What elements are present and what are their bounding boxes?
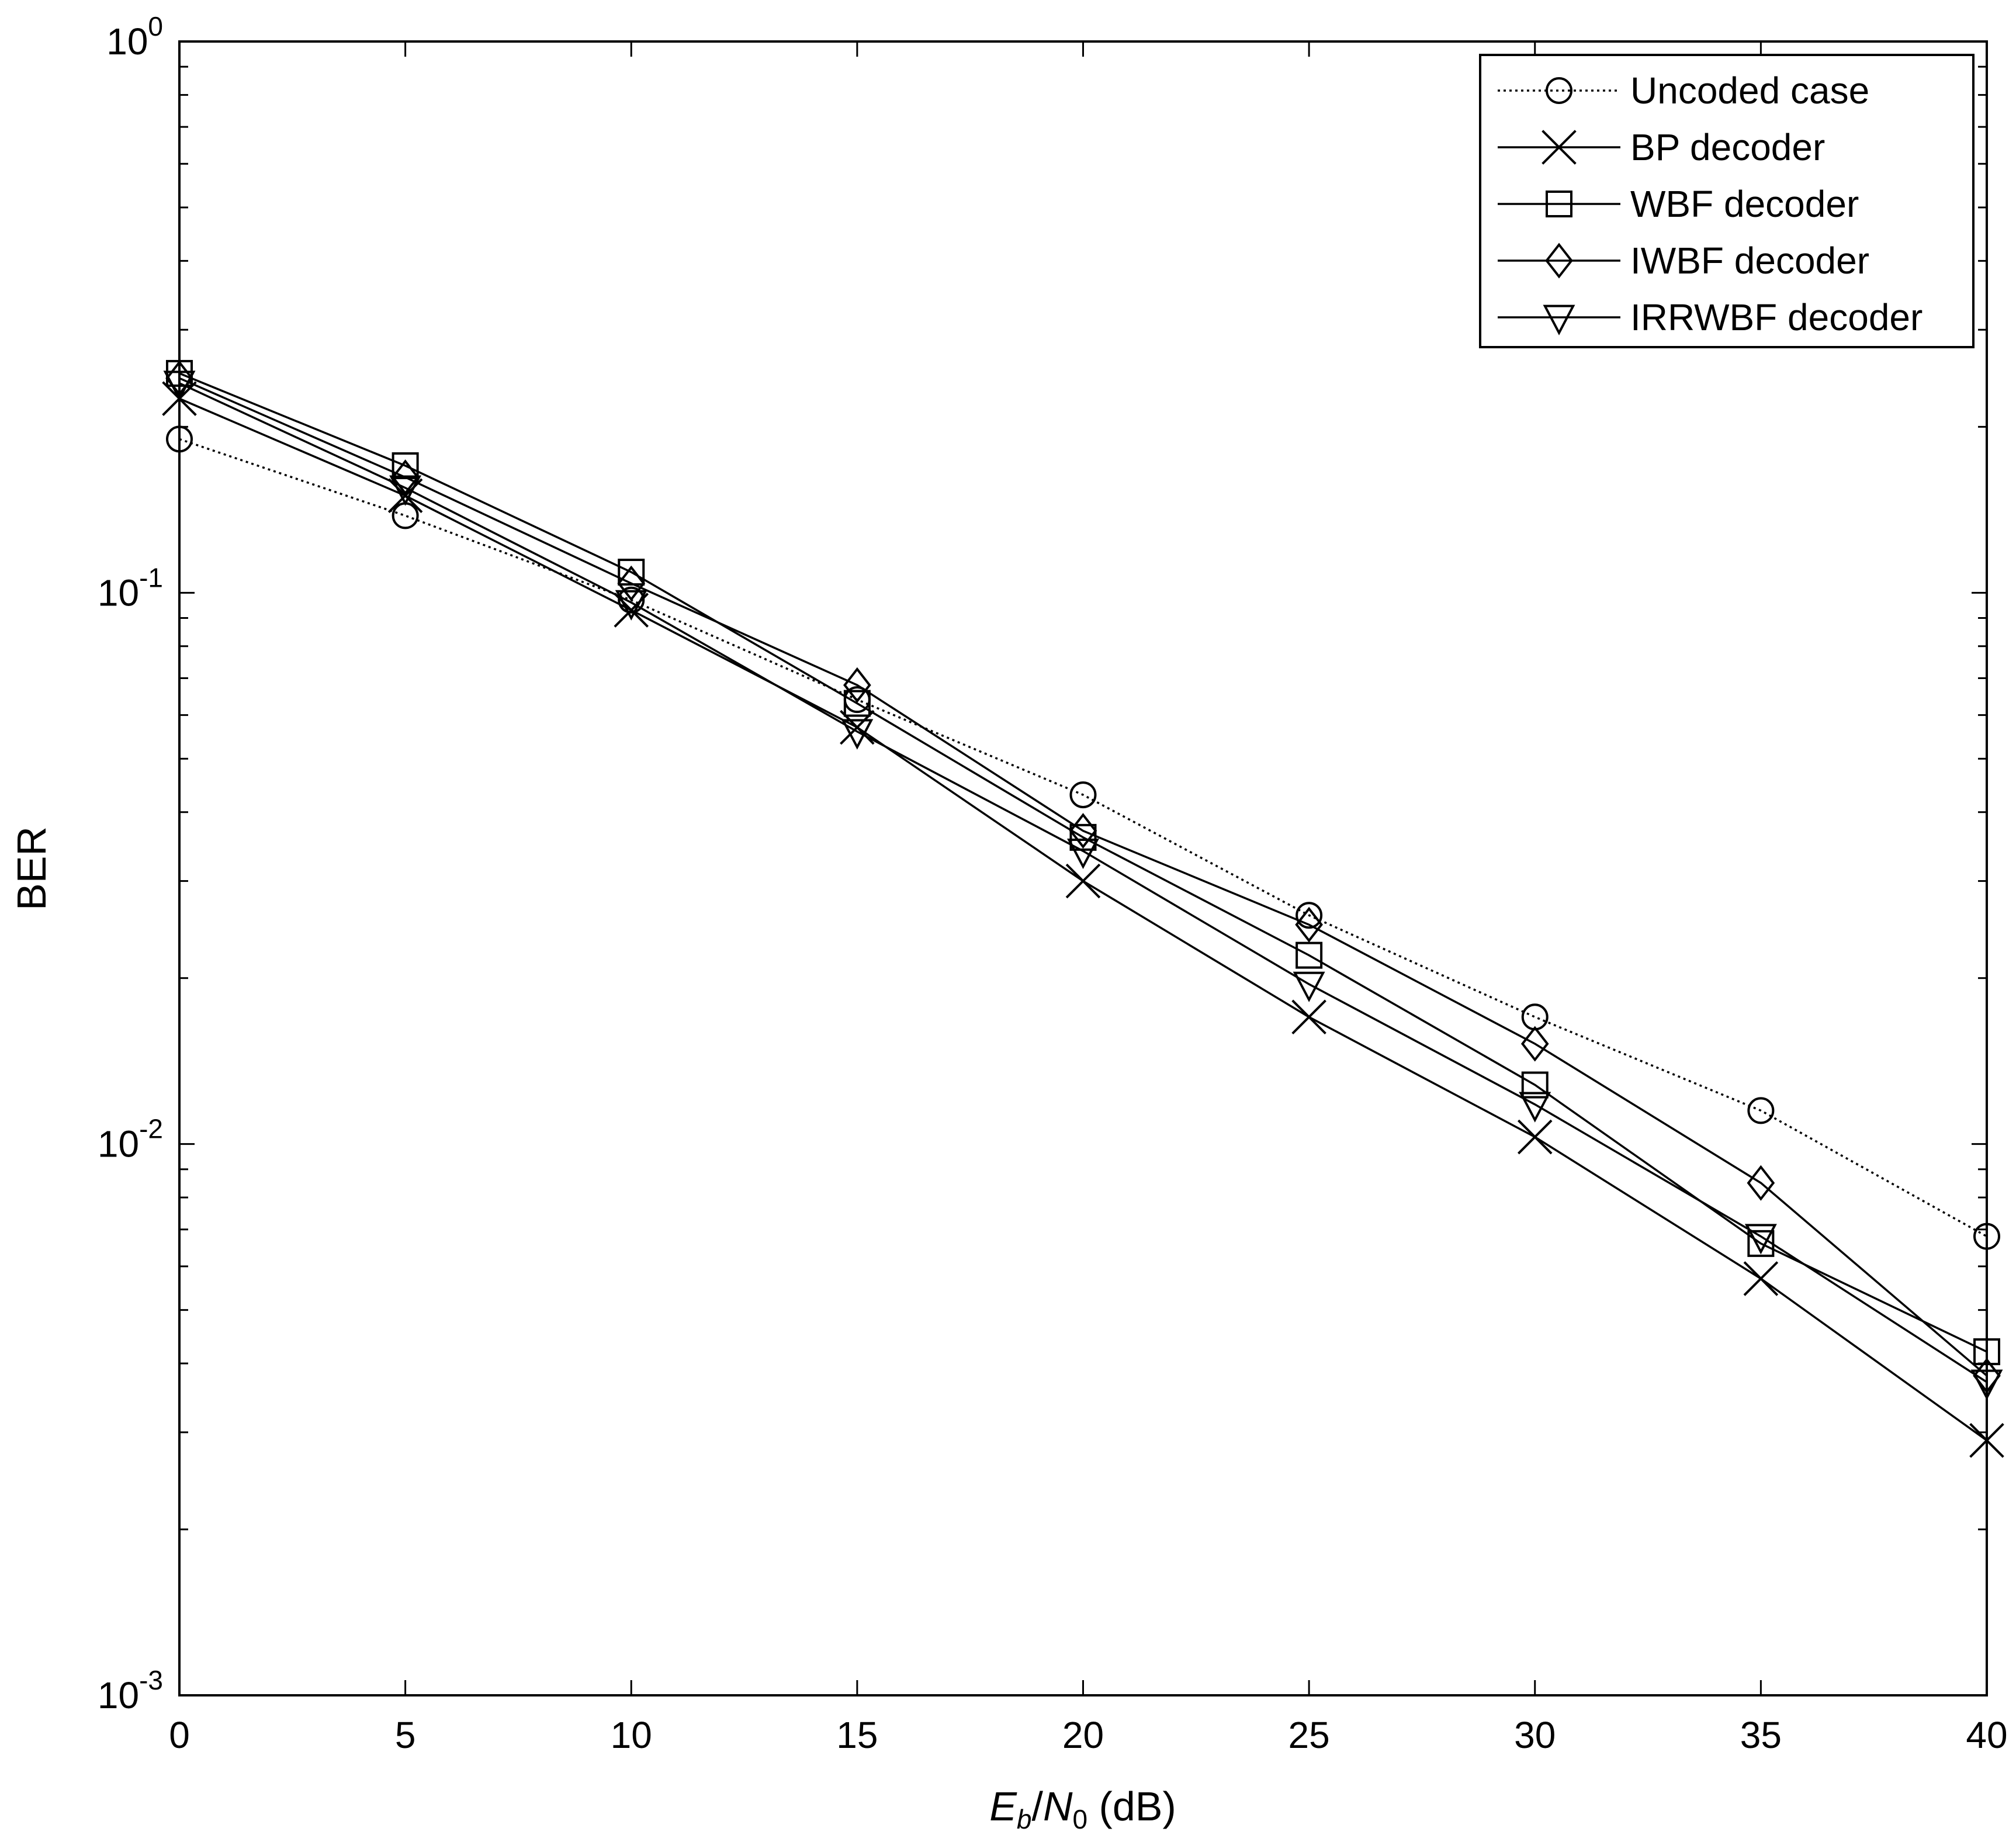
- legend-label: WBF decoder: [1630, 183, 1859, 225]
- data-point: [389, 475, 422, 506]
- data-point: [1065, 863, 1101, 899]
- data-point: [391, 459, 420, 496]
- data-point: [1069, 813, 1097, 849]
- x-axis-label-unit: (dB): [1087, 1784, 1176, 1829]
- data-point: [841, 719, 874, 750]
- data-point: [617, 565, 646, 601]
- data-point: [1291, 999, 1326, 1035]
- legend-box: [1479, 54, 1975, 348]
- legend-label: IRRWBF decoder: [1630, 296, 1923, 338]
- data-point: [1293, 971, 1325, 1002]
- x-tick-label: 35: [1740, 1714, 1782, 1756]
- data-point: [1069, 781, 1097, 809]
- legend-item: BP decoder: [1498, 126, 1825, 168]
- x-tick-label: 40: [1966, 1714, 2007, 1756]
- data-point: [1295, 941, 1323, 969]
- x-axis-label-var-n: N: [1043, 1784, 1073, 1829]
- x-axis-label-sub-0: 0: [1073, 1804, 1088, 1834]
- x-axis-label-var-e: E: [989, 1784, 1017, 1829]
- y-tick-label-base: 10: [98, 572, 139, 614]
- y-tick-label-base: 10: [98, 1674, 139, 1716]
- data-point: [1295, 906, 1323, 943]
- data-point: [163, 371, 196, 401]
- legend-item: IWBF decoder: [1498, 240, 1869, 282]
- data-point: [1747, 1097, 1775, 1124]
- legend-label: Uncoded case: [1630, 70, 1869, 112]
- y-tick-label-exponent: -2: [139, 1114, 163, 1144]
- data-point: [1973, 1338, 2000, 1366]
- y-tick-label-base: 10: [106, 20, 148, 63]
- series-line: [179, 438, 1987, 1238]
- legend-marker: [1546, 77, 1572, 104]
- legend-item: WBF decoder: [1498, 183, 1859, 225]
- y-tick-label-base: 10: [98, 1123, 139, 1165]
- data-point: [1517, 1119, 1553, 1155]
- y-tick-label: 10-2: [98, 1114, 163, 1165]
- data-point: [1743, 1261, 1779, 1296]
- legend-label: BP decoder: [1630, 126, 1825, 168]
- x-tick-label: 0: [169, 1714, 190, 1756]
- data-point: [843, 690, 871, 717]
- x-axis-label-slash: /: [1031, 1784, 1043, 1829]
- data-point: [1067, 838, 1099, 870]
- legend-label: IWBF decoder: [1630, 240, 1869, 282]
- x-tick-label: 5: [395, 1714, 416, 1756]
- x-axis-label-sub-b: b: [1017, 1804, 1032, 1834]
- data-point: [1521, 1071, 1549, 1099]
- y-tick-label: 10-1: [98, 562, 163, 614]
- data-point: [618, 586, 645, 614]
- x-axis-label: Eb/N0 (dB): [989, 1784, 1176, 1834]
- y-tick-label: 10-3: [98, 1665, 163, 1716]
- data-point: [1069, 823, 1097, 851]
- y-tick-label: 100: [106, 11, 163, 63]
- data-series: [162, 359, 2004, 1458]
- data-point: [1970, 1369, 2003, 1400]
- data-point: [1744, 1224, 1777, 1255]
- data-point: [166, 425, 193, 453]
- series-line: [179, 377, 1988, 1377]
- legend-marker: [1546, 191, 1572, 217]
- x-tick-label: 25: [1288, 1714, 1330, 1756]
- legend-item: IRRWBF decoder: [1498, 296, 1923, 338]
- series-line: [179, 372, 1987, 1353]
- data-point: [1519, 1092, 1551, 1123]
- legend-item: Uncoded case: [1498, 70, 1869, 112]
- legend-marker: [1542, 130, 1577, 165]
- legend-marker: [1543, 304, 1575, 335]
- data-point: [1295, 902, 1323, 929]
- x-tick-label: 15: [836, 1714, 878, 1756]
- x-tick-label: 20: [1062, 1714, 1104, 1756]
- y-tick-label-exponent: -3: [139, 1665, 163, 1695]
- data-point: [1520, 1026, 1549, 1062]
- y-tick-label-exponent: 0: [148, 11, 163, 41]
- legend-marker: [1545, 243, 1573, 279]
- data-point: [1969, 1423, 2004, 1458]
- x-tick-label: 30: [1514, 1714, 1556, 1756]
- series-line: [179, 382, 1987, 1383]
- data-point: [843, 667, 871, 703]
- x-tick-label: 10: [611, 1714, 652, 1756]
- data-point: [615, 590, 647, 621]
- data-point: [1973, 1223, 2000, 1250]
- series-irrwbf-decoder: [163, 371, 2003, 1400]
- y-tick-label-exponent: -1: [139, 562, 163, 593]
- y-axis-label: BER: [9, 826, 54, 910]
- legend: Uncoded case BP decoder WBF decoder IWBF de…: [1479, 54, 1975, 348]
- data-point: [1747, 1165, 1775, 1201]
